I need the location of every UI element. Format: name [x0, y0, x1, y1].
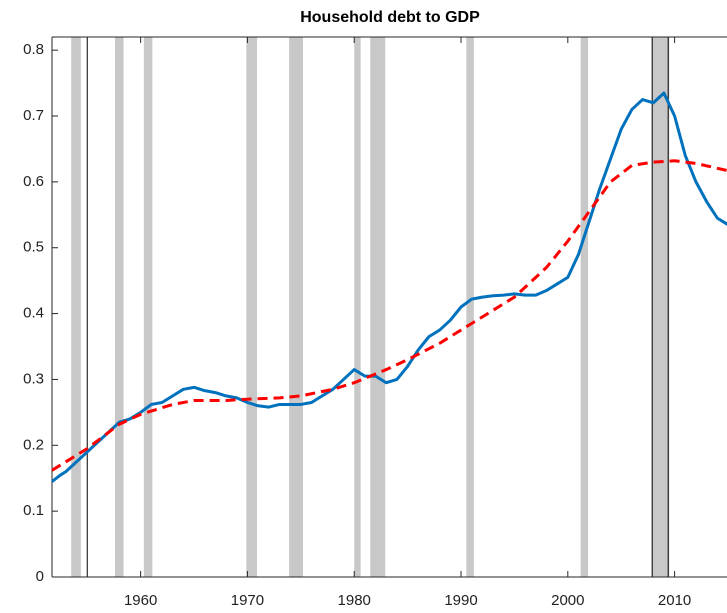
shaded-period: [246, 37, 258, 577]
y-tick-label: 0.8: [23, 41, 44, 58]
y-tick-label: 0.5: [23, 239, 44, 256]
shaded-period: [354, 37, 361, 577]
y-tick-label: 0.1: [23, 502, 44, 519]
y-tick-label: 0: [36, 568, 44, 585]
x-tick-label: 2010: [658, 592, 691, 609]
y-tick-label: 0.7: [23, 107, 44, 124]
shaded-period: [466, 37, 474, 577]
x-tick-label: 1970: [231, 592, 264, 609]
shaded-period: [370, 37, 386, 577]
x-tick-label: 2000: [551, 592, 584, 609]
x-tick-label: 1960: [124, 592, 157, 609]
x-tick-label: 1990: [444, 592, 477, 609]
chart-title: Household debt to GDP: [300, 9, 480, 26]
shaded-period: [580, 37, 589, 577]
shaded-period: [71, 37, 81, 577]
y-tick-label: 0.2: [23, 436, 44, 453]
shaded-period: [289, 37, 303, 577]
shaded-period: [115, 37, 124, 577]
series-line: [51, 159, 727, 472]
shaded-period: [652, 37, 670, 577]
shaded-period: [143, 37, 153, 577]
x-tick-label: 1980: [338, 592, 371, 609]
series-line: [51, 91, 727, 483]
y-tick-label: 0.6: [23, 173, 44, 190]
y-tick-label: 0.4: [23, 305, 44, 322]
y-tick-label: 0.3: [23, 370, 44, 387]
